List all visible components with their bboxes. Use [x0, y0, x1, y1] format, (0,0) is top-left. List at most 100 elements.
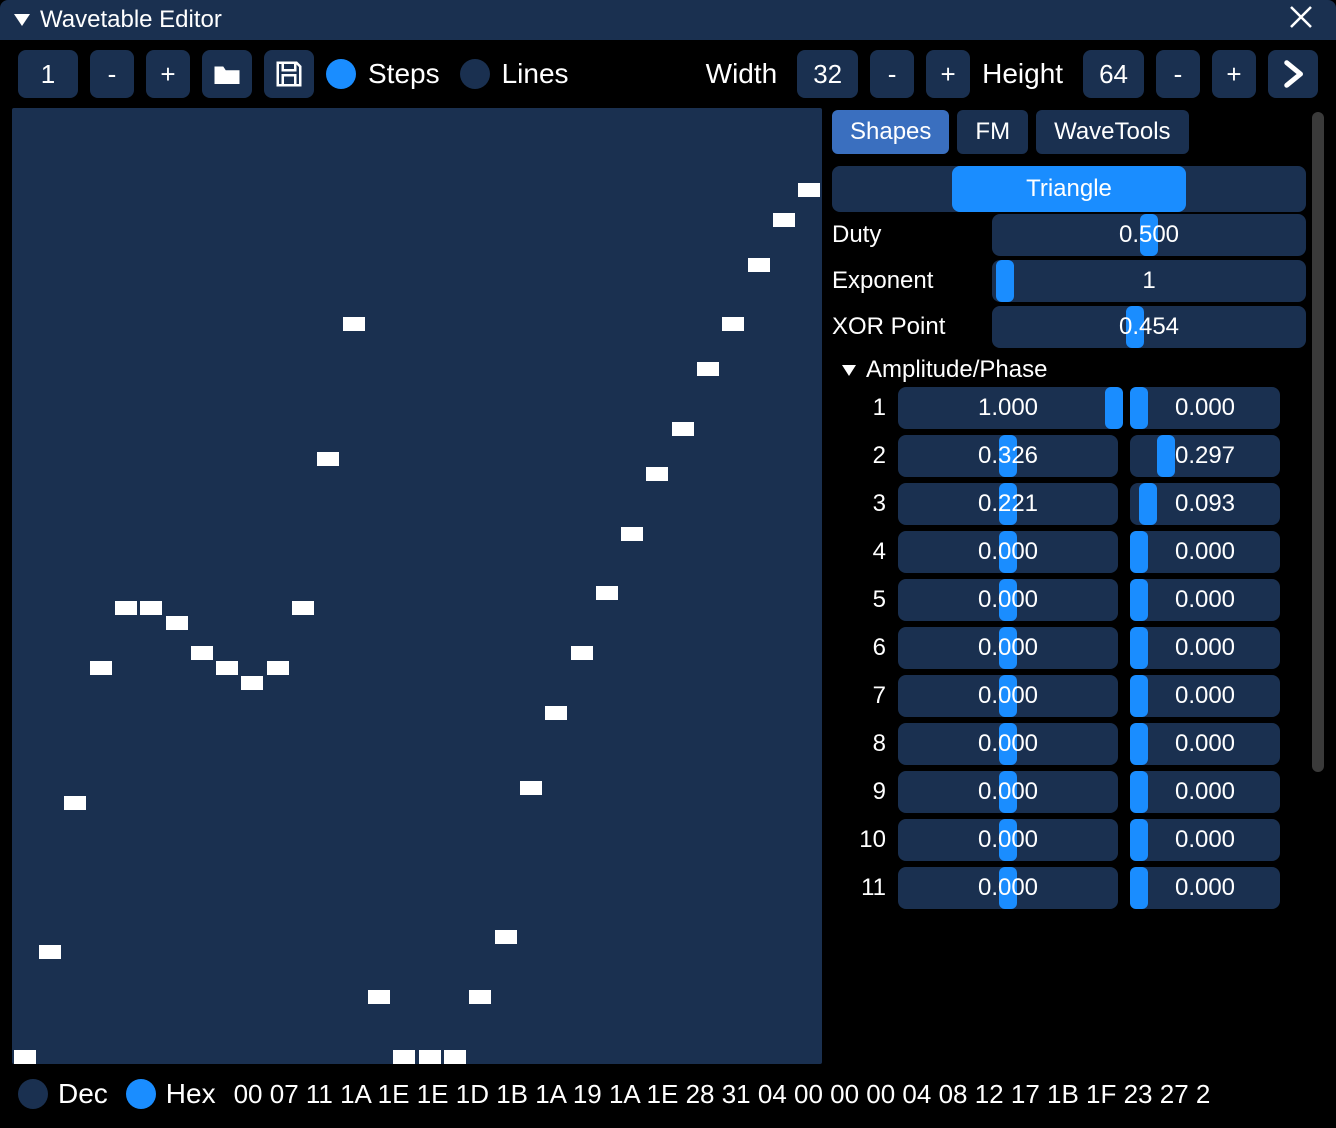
section-collapse-icon	[842, 365, 856, 376]
next-page-button[interactable]	[1268, 50, 1318, 98]
wave-step	[444, 1050, 466, 1064]
wave-step	[343, 317, 365, 331]
phase-slider[interactable]: 0.000	[1130, 819, 1280, 861]
phase-slider[interactable]: 0.000	[1130, 723, 1280, 765]
bottom-bar: Dec Hex 00 07 11 1A 1E 1E 1D 1B 1A 19 1A…	[0, 1068, 1336, 1128]
phase-slider[interactable]: 0.000	[1130, 771, 1280, 813]
index-plus-button[interactable]: +	[146, 50, 190, 98]
width-plus-button[interactable]: +	[926, 50, 970, 98]
amp-phase-row: 60.0000.000	[832, 624, 1306, 672]
slider-value: 0.000	[978, 538, 1038, 566]
harmonic-index: 10	[832, 826, 886, 854]
amp-phase-row: 4 0.000 0.000	[832, 528, 1306, 576]
wave-step	[292, 601, 314, 615]
amplitude-slider[interactable]: 0.000	[898, 723, 1118, 765]
param-slider[interactable]: 1	[992, 260, 1306, 302]
width-label: Width	[706, 58, 778, 90]
collapse-icon[interactable]	[14, 14, 30, 26]
close-icon	[1286, 2, 1316, 32]
amp-phase-row: 7 0.000 0.000	[832, 672, 1306, 720]
amplitude-slider[interactable]: 0.221	[898, 483, 1118, 525]
phase-slider[interactable]: 0.000	[1130, 531, 1280, 573]
wave-step	[317, 452, 339, 466]
amp-phase-header[interactable]: Amplitude/Phase	[842, 356, 1306, 384]
amplitude-slider[interactable]: 0.000	[898, 531, 1118, 573]
hex-string[interactable]: 00 07 11 1A 1E 1E 1D 1B 1A 19 1A 1E 28 3…	[234, 1079, 1318, 1110]
wave-step	[697, 362, 719, 376]
wave-step	[722, 317, 744, 331]
wave-step	[672, 422, 694, 436]
slider-value: 0.093	[1175, 490, 1235, 518]
slider-value: 0.000	[1175, 730, 1235, 758]
amplitude-slider[interactable]: 0.000	[898, 579, 1118, 621]
amp-phase-row: 110.0000.000	[832, 864, 1306, 912]
slider-thumb	[1130, 627, 1148, 669]
param-slider[interactable]: 0.500	[992, 214, 1306, 256]
phase-slider[interactable]: 0.297	[1130, 435, 1280, 477]
dec-radio[interactable]	[18, 1079, 48, 1109]
side-scroll: Triangle Duty0.500Exponent1XOR Point0.45…	[832, 162, 1324, 1064]
param-label: XOR Point	[832, 313, 982, 341]
slider-value: 0.000	[1175, 682, 1235, 710]
wave-step	[520, 781, 542, 795]
close-button[interactable]	[1280, 2, 1322, 39]
index-minus-button[interactable]: -	[90, 50, 134, 98]
side-scrollbar[interactable]	[1312, 112, 1324, 772]
open-button[interactable]	[202, 50, 252, 98]
height-minus-button[interactable]: -	[1156, 50, 1200, 98]
amplitude-slider[interactable]: 0.000	[898, 819, 1118, 861]
harmonic-index: 4	[832, 538, 886, 566]
waveform-canvas[interactable]	[12, 108, 822, 1064]
shape-name: Triangle	[1026, 175, 1112, 203]
wave-step	[241, 676, 263, 690]
amplitude-slider[interactable]: 0.326	[898, 435, 1118, 477]
tab-shapes[interactable]: Shapes	[832, 110, 949, 154]
amp-phase-row: 10 0.000 0.000	[832, 816, 1306, 864]
tab-wavetools[interactable]: WaveTools	[1036, 110, 1188, 154]
params-list: Duty0.500Exponent1XOR Point0.454	[832, 212, 1306, 350]
slider-value: 0.000	[978, 730, 1038, 758]
wave-step	[368, 990, 390, 1004]
phase-slider[interactable]: 0.000	[1130, 387, 1280, 429]
tab-fm[interactable]: FM	[957, 110, 1028, 154]
param-row-xor-point: XOR Point 0.454	[832, 304, 1306, 350]
phase-slider[interactable]: 0.000	[1130, 867, 1280, 909]
amp-phase-row: 80.0000.000	[832, 720, 1306, 768]
param-slider[interactable]: 0.454	[992, 306, 1306, 348]
wave-step	[419, 1050, 441, 1064]
phase-slider[interactable]: 0.000	[1130, 627, 1280, 669]
phase-slider[interactable]: 0.000	[1130, 675, 1280, 717]
height-value[interactable]: 64	[1083, 50, 1144, 98]
lines-radio[interactable]	[460, 59, 490, 89]
amplitude-slider[interactable]: 0.000	[898, 867, 1118, 909]
height-label: Height	[982, 58, 1063, 90]
width-minus-button[interactable]: -	[870, 50, 914, 98]
wave-step	[115, 601, 137, 615]
hex-radio[interactable]	[126, 1079, 156, 1109]
harmonic-index: 7	[832, 682, 886, 710]
wave-index[interactable]: 1	[18, 50, 78, 98]
amplitude-slider[interactable]: 0.000	[898, 627, 1118, 669]
slider-value: 0.000	[1175, 394, 1235, 422]
save-button[interactable]	[264, 50, 314, 98]
slider-value: 1.000	[978, 394, 1038, 422]
wave-step	[469, 990, 491, 1004]
slider-value: 0.000	[1175, 778, 1235, 806]
amplitude-slider[interactable]: 0.000	[898, 771, 1118, 813]
amplitude-slider[interactable]: 0.000	[898, 675, 1118, 717]
amplitude-slider[interactable]: 1.000	[898, 387, 1118, 429]
shape-selector[interactable]: Triangle	[832, 166, 1306, 212]
wave-step	[495, 930, 517, 944]
steps-radio[interactable]	[326, 59, 356, 89]
slider-thumb	[1130, 867, 1148, 909]
slider-thumb	[1157, 435, 1175, 477]
side-panel: ShapesFMWaveTools Triangle Duty0.500Expo…	[832, 108, 1324, 1064]
slider-thumb	[1130, 819, 1148, 861]
phase-slider[interactable]: 0.093	[1130, 483, 1280, 525]
phase-slider[interactable]: 0.000	[1130, 579, 1280, 621]
lines-label: Lines	[502, 58, 569, 90]
width-value[interactable]: 32	[797, 50, 858, 98]
amp-phase-list: 11.0000.00020.3260.29730.2210.09340.0000…	[832, 384, 1306, 912]
toolbar: 1 - + Steps Lines Width 32 - + Height 64…	[0, 40, 1336, 108]
height-plus-button[interactable]: +	[1212, 50, 1256, 98]
